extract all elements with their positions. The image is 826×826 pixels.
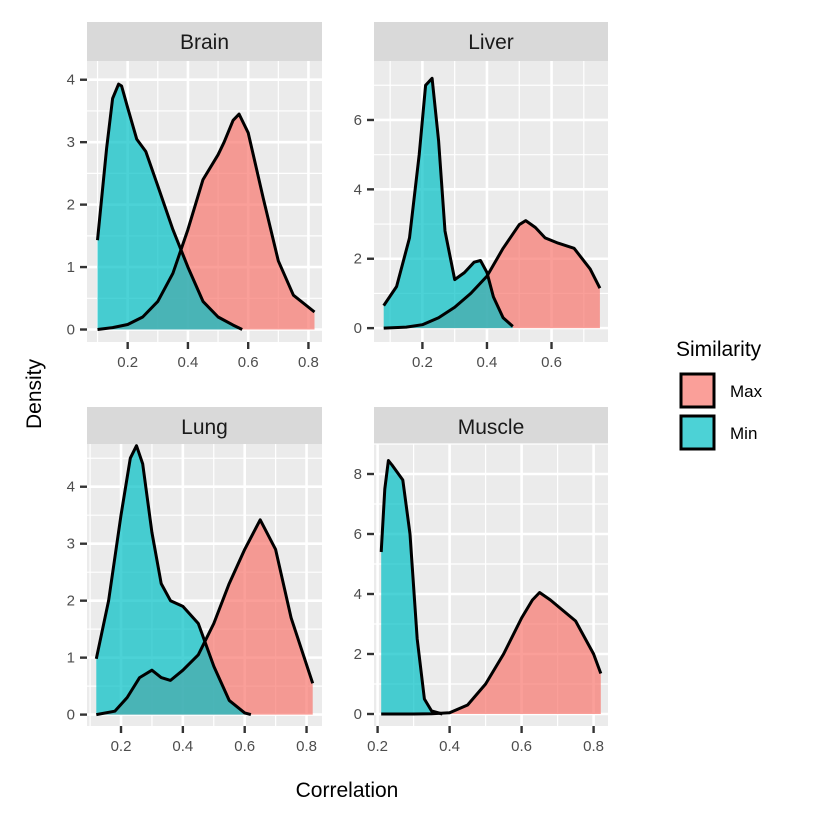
x-axis-title: Correlation bbox=[296, 779, 399, 802]
x-tick-label: 0.2 bbox=[117, 354, 138, 371]
legend-label-min: Min bbox=[730, 424, 757, 443]
density-line-max bbox=[383, 219, 602, 330]
density-line-min bbox=[96, 82, 243, 331]
y-tick-label: 4 bbox=[67, 479, 75, 496]
facet-strip-label: Liver bbox=[468, 31, 514, 54]
x-tick-label: 0.8 bbox=[296, 738, 317, 755]
x-tick-label: 0.8 bbox=[583, 738, 604, 755]
x-tick-label: 0.2 bbox=[412, 354, 433, 371]
x-tick-label: 0.2 bbox=[367, 738, 388, 755]
y-tick-label: 4 bbox=[354, 181, 362, 198]
facet-strip bbox=[87, 22, 322, 61]
y-tick-label: 0 bbox=[354, 706, 362, 723]
panel-lung: Lung 0.2 0.4 0.6 0.8 0 1 2 3 4 bbox=[67, 407, 322, 755]
y-tick-label: 6 bbox=[354, 526, 362, 543]
legend-label-max: Max bbox=[730, 382, 763, 401]
density-area-min bbox=[97, 84, 243, 330]
x-tick-label: 0.6 bbox=[238, 354, 259, 371]
x-tick-label: 0.4 bbox=[477, 354, 498, 371]
density-area-min bbox=[383, 78, 513, 329]
y-tick-label: 0 bbox=[67, 707, 75, 724]
y-tick-label: 3 bbox=[67, 134, 75, 151]
y-tick-label: 6 bbox=[354, 112, 362, 129]
y-tick-label: 2 bbox=[354, 646, 362, 663]
panel-liver: Liver 0.2 0.4 0.6 0 2 4 6 bbox=[354, 22, 608, 371]
y-axis-title: Density bbox=[23, 358, 46, 429]
x-tick-label: 0.6 bbox=[234, 738, 255, 755]
facet-strip bbox=[374, 407, 608, 446]
density-area-max bbox=[97, 114, 315, 330]
density-line-max bbox=[97, 112, 316, 331]
facet-strip-label: Lung bbox=[181, 416, 228, 439]
y-tick-label: 2 bbox=[67, 593, 75, 610]
y-tick-label: 4 bbox=[354, 586, 362, 603]
legend-title: Similarity bbox=[676, 338, 762, 361]
x-tick-label: 0.4 bbox=[177, 354, 198, 371]
y-tick-label: 3 bbox=[67, 536, 75, 553]
x-tick-label: 0.6 bbox=[541, 354, 562, 371]
legend: Similarity Max Min bbox=[676, 338, 763, 451]
y-tick-label: 4 bbox=[67, 72, 75, 89]
y-tick-label: 1 bbox=[67, 259, 75, 276]
y-tick-label: 2 bbox=[354, 251, 362, 268]
panel-muscle: Muscle 0.2 0.4 0.6 0.8 0 2 4 6 8 bbox=[354, 407, 608, 755]
density-area-min bbox=[381, 460, 443, 714]
x-tick-label: 0.6 bbox=[511, 738, 532, 755]
x-tick-label: 0.4 bbox=[172, 738, 193, 755]
facet-strip bbox=[374, 22, 608, 61]
panel-brain: Brain 0.2 0.4 0.6 0.8 0 1 2 3 4 bbox=[67, 22, 322, 371]
y-tick-label: 0 bbox=[67, 322, 75, 339]
legend-key-max bbox=[679, 372, 716, 409]
legend-key-min bbox=[679, 414, 716, 451]
density-area-max bbox=[381, 592, 601, 714]
facet-strip-label: Brain bbox=[180, 31, 229, 54]
y-tick-label: 2 bbox=[67, 197, 75, 214]
x-tick-label: 0.2 bbox=[111, 738, 132, 755]
density-line-min bbox=[94, 444, 252, 717]
density-line-min bbox=[379, 459, 443, 716]
density-line-min bbox=[382, 76, 514, 328]
y-tick-label: 0 bbox=[354, 320, 362, 337]
density-area-max bbox=[96, 519, 313, 715]
facet-strip-label: Muscle bbox=[458, 416, 525, 439]
y-tick-label: 1 bbox=[67, 650, 75, 667]
y-tick-label: 8 bbox=[354, 466, 362, 483]
x-tick-label: 0.4 bbox=[439, 738, 460, 755]
x-tick-label: 0.8 bbox=[298, 354, 319, 371]
density-area-max bbox=[383, 220, 600, 329]
density-line-max bbox=[96, 518, 315, 717]
facet-strip bbox=[87, 407, 322, 446]
density-area-min bbox=[96, 445, 251, 715]
